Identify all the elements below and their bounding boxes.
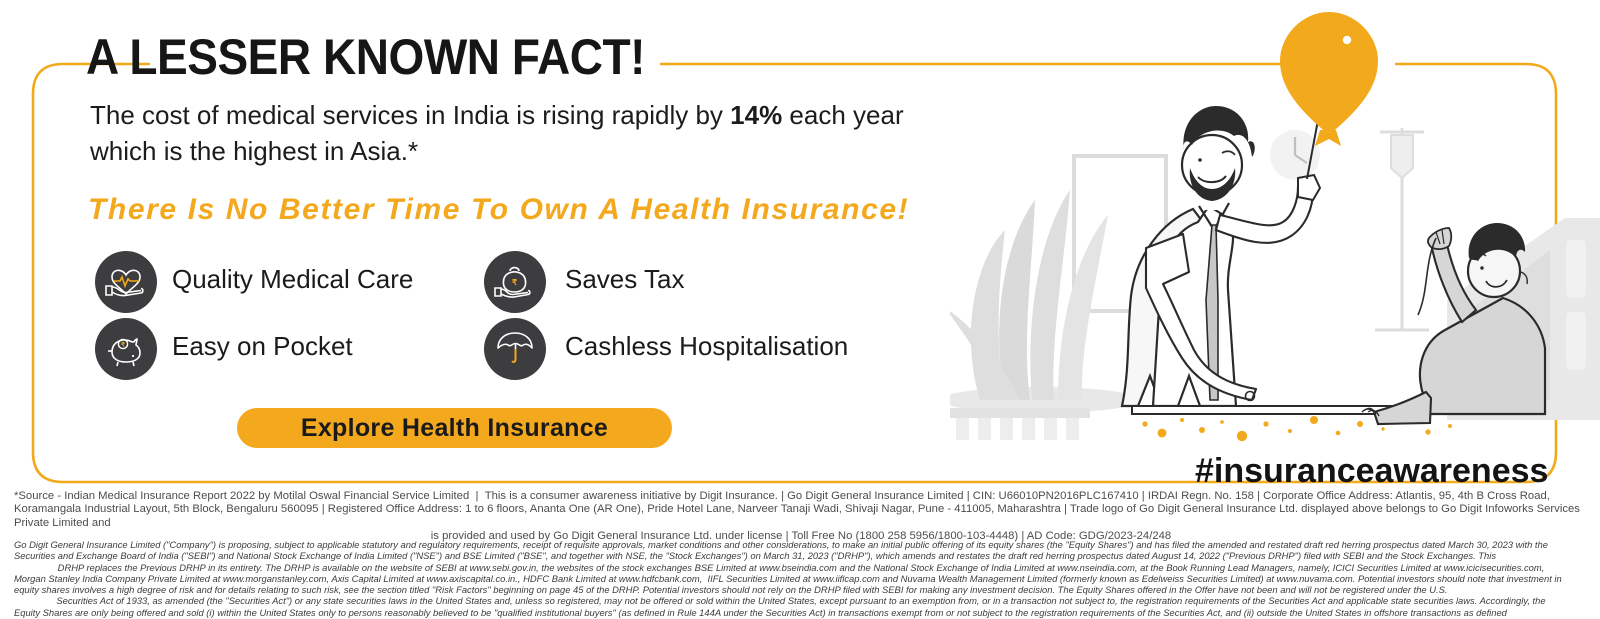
svg-text:₹: ₹ [512, 278, 517, 287]
svg-text:₹: ₹ [121, 342, 125, 349]
